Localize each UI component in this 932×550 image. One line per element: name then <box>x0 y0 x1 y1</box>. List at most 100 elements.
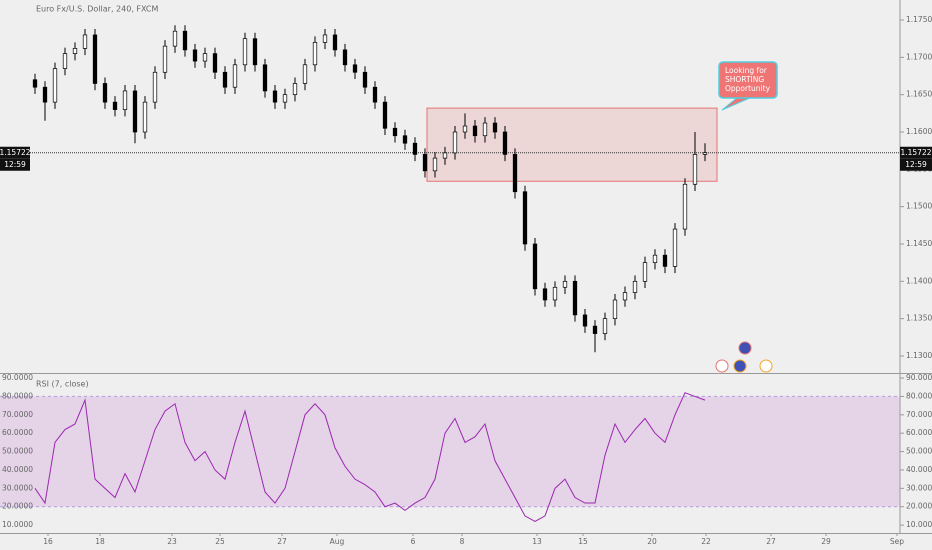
chart-title: Euro Fx/U.S. Dollar, 240, FXCM <box>36 5 158 14</box>
candle-body <box>572 280 578 316</box>
x-tick-label: 27 <box>766 537 776 546</box>
candle-body <box>112 101 118 110</box>
candle-body <box>342 49 348 66</box>
rsi-y-tick-label: 10.0000 <box>906 520 932 529</box>
candle-body <box>72 48 78 54</box>
x-tick-label: 18 <box>95 537 105 546</box>
candle-body <box>92 34 98 84</box>
axis-layer: 1.130001.135001.140001.145001.150001.155… <box>0 15 932 546</box>
candle-body <box>232 64 238 88</box>
candle-body <box>592 325 598 334</box>
candle-body <box>402 135 408 144</box>
candle-body <box>492 122 498 133</box>
candle-body <box>202 53 208 62</box>
zone <box>426 107 718 182</box>
rsi-y-tick-label-left: 30.0000 <box>2 483 33 492</box>
y-tick-label: 1.14000 <box>906 276 932 285</box>
y-tick-label: 1.13500 <box>906 314 932 323</box>
candle-body <box>612 299 618 319</box>
y-tick-label: 1.16000 <box>906 127 932 136</box>
callout-text: Opportunity <box>725 84 771 93</box>
candle-body <box>312 42 318 66</box>
rsi-y-tick-label-left: 70.0000 <box>2 410 33 419</box>
candle-body <box>52 68 58 103</box>
candle-body <box>532 243 538 290</box>
candle-body <box>502 131 508 155</box>
candle-body <box>672 228 678 267</box>
candle-body <box>662 254 668 267</box>
x-tick-label: Aug <box>330 537 345 546</box>
x-tick-label: 8 <box>460 537 465 546</box>
countdown-box <box>900 158 932 171</box>
candle-body <box>432 157 438 172</box>
candle-body <box>632 280 638 293</box>
candle-body <box>262 64 268 92</box>
y-tick-label: 1.15000 <box>906 202 932 211</box>
candle-body <box>272 90 278 103</box>
candle-body <box>602 318 608 334</box>
candle-body <box>702 152 708 155</box>
candle-body <box>652 254 658 264</box>
rsi-band <box>0 396 900 507</box>
x-tick-label: 25 <box>215 537 225 546</box>
x-tick-label: 22 <box>701 537 711 546</box>
candle-body <box>422 154 428 172</box>
rsi-layer <box>0 392 900 522</box>
rsi-y-tick-label: 30.0000 <box>906 483 932 492</box>
candle-body <box>182 30 188 51</box>
rsi-y-tick-label-left: 80.0000 <box>2 391 33 400</box>
x-tick-label: 23 <box>167 537 177 546</box>
candle-body <box>582 314 588 327</box>
countdown-label: 12:59 <box>4 160 26 169</box>
candle-body <box>362 71 368 88</box>
last-price-box <box>0 146 30 159</box>
callout-text: SHORTING <box>725 75 764 84</box>
rsi-line <box>34 392 706 522</box>
candle-body <box>482 122 488 137</box>
candle-body <box>692 154 698 185</box>
last-price-box <box>900 146 932 159</box>
callout-text: Looking for <box>725 66 768 75</box>
candle-body <box>322 34 328 43</box>
callout-box <box>718 61 778 99</box>
last-price-label: 1.15722 <box>900 148 931 157</box>
x-tick-label: 15 <box>578 537 588 546</box>
x-tick-label: 20 <box>647 537 657 546</box>
candle-body <box>542 288 548 301</box>
candle-body <box>332 34 338 51</box>
rsi-y-tick-label-left: 20.0000 <box>2 502 33 511</box>
candle-body <box>122 90 128 110</box>
rsi-y-tick-label-left: 60.0000 <box>2 428 33 437</box>
candle-body <box>622 292 628 301</box>
event-icon <box>715 359 729 373</box>
rsi-y-tick-label-left: 10.0000 <box>2 520 33 529</box>
candle-body <box>142 101 148 133</box>
candle-body <box>442 152 448 159</box>
candle-body <box>42 86 48 103</box>
rsi-y-tick-label-left: 50.0000 <box>2 447 33 456</box>
candle-body <box>292 83 298 96</box>
rsi-y-tick-label: 20.0000 <box>906 502 932 511</box>
y-tick-label: 1.17500 <box>906 15 932 24</box>
y-tick-label: 1.14500 <box>906 239 932 248</box>
rsi-y-tick-label: 70.0000 <box>906 410 932 419</box>
candle-body <box>412 142 418 155</box>
candle-body <box>152 71 158 103</box>
rsi-title: RSI (7, close) <box>36 380 89 389</box>
candle-body <box>552 286 558 301</box>
candle-body <box>472 125 478 137</box>
candle-body <box>392 127 398 137</box>
candle-body <box>32 79 38 88</box>
rsi-y-tick-label: 90.0000 <box>906 373 932 382</box>
candle-body <box>522 191 528 245</box>
y-tick-label: 1.13000 <box>906 351 932 360</box>
y-tick-label: 1.17000 <box>906 52 932 61</box>
countdown-box <box>0 158 30 171</box>
x-tick-label: 16 <box>43 537 53 546</box>
candle-body <box>682 183 688 230</box>
event-icon <box>759 359 773 373</box>
candle-body <box>132 90 138 133</box>
rsi-y-tick-label-left: 40.0000 <box>2 465 33 474</box>
candle-body <box>512 154 518 193</box>
candle-body <box>102 83 108 103</box>
